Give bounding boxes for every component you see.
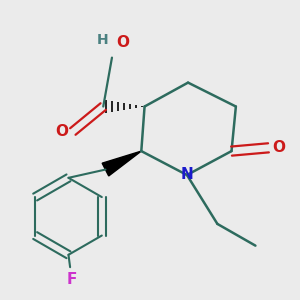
Text: N: N <box>181 167 193 182</box>
Text: F: F <box>66 272 76 287</box>
Polygon shape <box>102 151 141 176</box>
Text: O: O <box>55 124 68 139</box>
Text: O: O <box>272 140 285 155</box>
Text: H: H <box>97 33 109 47</box>
Text: O: O <box>116 35 130 50</box>
